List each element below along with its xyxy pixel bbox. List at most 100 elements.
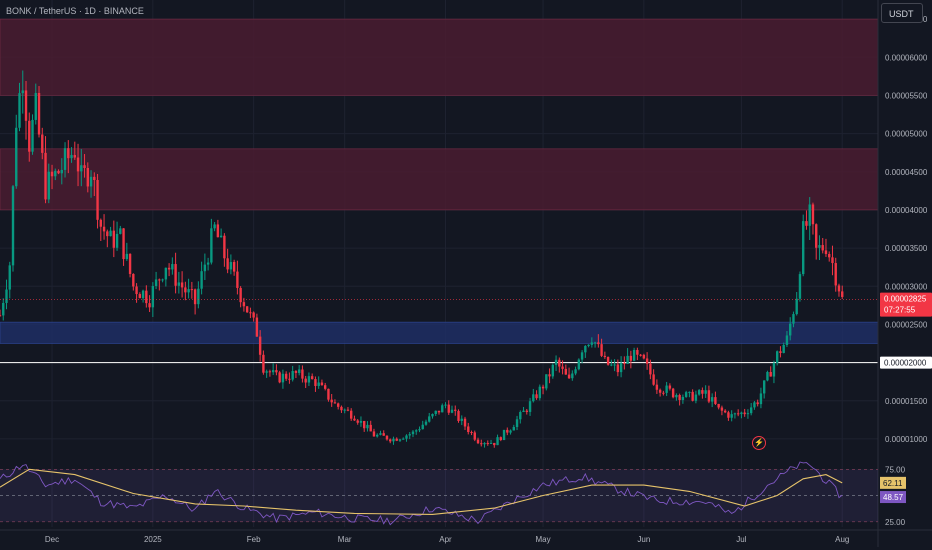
candle-body: [148, 303, 151, 308]
candle-body: [125, 253, 129, 260]
price-tick-label: 0.00006000: [885, 53, 928, 62]
candle-body: [314, 379, 317, 386]
candle-body: [187, 289, 190, 293]
candle-body: [798, 274, 802, 299]
candle-body: [229, 262, 233, 270]
candle-body: [795, 298, 798, 315]
candle-body: [610, 364, 613, 366]
candle-body: [15, 127, 18, 187]
candle-body: [0, 315, 2, 317]
candle-body: [99, 219, 103, 227]
candle-body: [532, 394, 535, 402]
candle-body: [398, 439, 402, 441]
candle-body: [200, 271, 203, 289]
candle-body: [756, 402, 759, 405]
candle-body: [63, 148, 67, 170]
candle-body: [519, 412, 522, 420]
candle-body: [50, 171, 54, 177]
candle-body: [623, 363, 626, 365]
candle-body: [805, 221, 808, 226]
candle-body: [171, 264, 174, 270]
candle-body: [369, 424, 372, 432]
candle-body: [470, 431, 473, 433]
candle-body: [11, 186, 15, 266]
flash-icon[interactable]: ⚡: [752, 436, 766, 450]
candle-body: [642, 354, 646, 359]
candle-body: [206, 262, 210, 265]
candle-body: [506, 429, 509, 433]
candle-body: [340, 406, 343, 411]
candle-body: [743, 412, 746, 415]
candle-body: [460, 418, 463, 421]
candle-body: [112, 230, 116, 248]
rsi-value-label: 48.57: [883, 493, 904, 502]
candle-body: [675, 394, 678, 398]
candle-body: [350, 410, 353, 419]
candle-body: [5, 289, 8, 303]
candle-body: [528, 401, 532, 412]
currency-button[interactable]: USDT: [881, 3, 923, 23]
candle-body: [291, 370, 294, 380]
candle-body: [736, 413, 740, 415]
candle-body: [382, 433, 385, 436]
candle-body: [762, 380, 766, 394]
candle-body: [41, 134, 44, 153]
candle-body: [210, 228, 213, 263]
candle-body: [489, 442, 493, 444]
symbol-title: BONK / TetherUS · 1D · BINANCE: [6, 6, 144, 16]
candle-body: [327, 388, 330, 400]
candle-body: [89, 176, 93, 187]
candle-body: [161, 279, 164, 281]
candle-body: [545, 374, 548, 389]
time-tick-label: Aug: [835, 535, 849, 544]
price-tick-label: 0.00005000: [885, 130, 928, 139]
candle-body: [252, 312, 255, 318]
candle-body: [281, 373, 285, 383]
candle-body: [697, 390, 701, 395]
candle-body: [223, 235, 226, 259]
candle-body: [665, 385, 668, 393]
candle-body: [372, 431, 376, 437]
candle-body: [792, 314, 795, 324]
candle-body: [645, 358, 649, 364]
candle-body: [655, 384, 659, 390]
candle-body: [415, 430, 418, 432]
candle-body: [265, 371, 268, 373]
candle-body: [580, 352, 584, 360]
rsi-ma-label-bg: [880, 476, 906, 489]
candle-body: [80, 165, 83, 172]
time-tick-label: Jul: [736, 535, 746, 544]
candle-body: [616, 364, 620, 373]
rsi-value-label-bg: [880, 491, 906, 504]
candle-body: [561, 366, 564, 369]
candle-body: [678, 394, 681, 401]
candle-body: [359, 420, 363, 423]
candle-body: [467, 426, 470, 432]
candle-body: [772, 362, 776, 377]
candle-body: [21, 90, 24, 94]
candle-body: [789, 323, 792, 336]
candle-body: [242, 302, 246, 307]
candle-body: [262, 354, 265, 373]
candle-body: [431, 413, 434, 417]
candle-body: [70, 155, 73, 159]
candle-body: [753, 402, 756, 408]
candle-body: [249, 312, 252, 314]
time-tick-label: May: [535, 535, 550, 544]
candle-body: [76, 157, 80, 172]
price-tick-label: 0.00001000: [885, 435, 928, 444]
candle-body: [450, 409, 454, 413]
candle-body: [441, 405, 444, 413]
candle-body: [821, 245, 824, 251]
candle-body: [226, 258, 229, 270]
candle-body: [723, 410, 727, 413]
candle-body: [769, 371, 772, 377]
candle-body: [558, 359, 561, 367]
price-tick-label: 0.00004000: [885, 206, 928, 215]
price-tick-label: 0.00004500: [885, 168, 928, 177]
candle-body: [593, 342, 597, 344]
candle-body: [587, 344, 590, 346]
candle-body: [158, 279, 161, 281]
zone-red-0: [0, 18, 879, 96]
